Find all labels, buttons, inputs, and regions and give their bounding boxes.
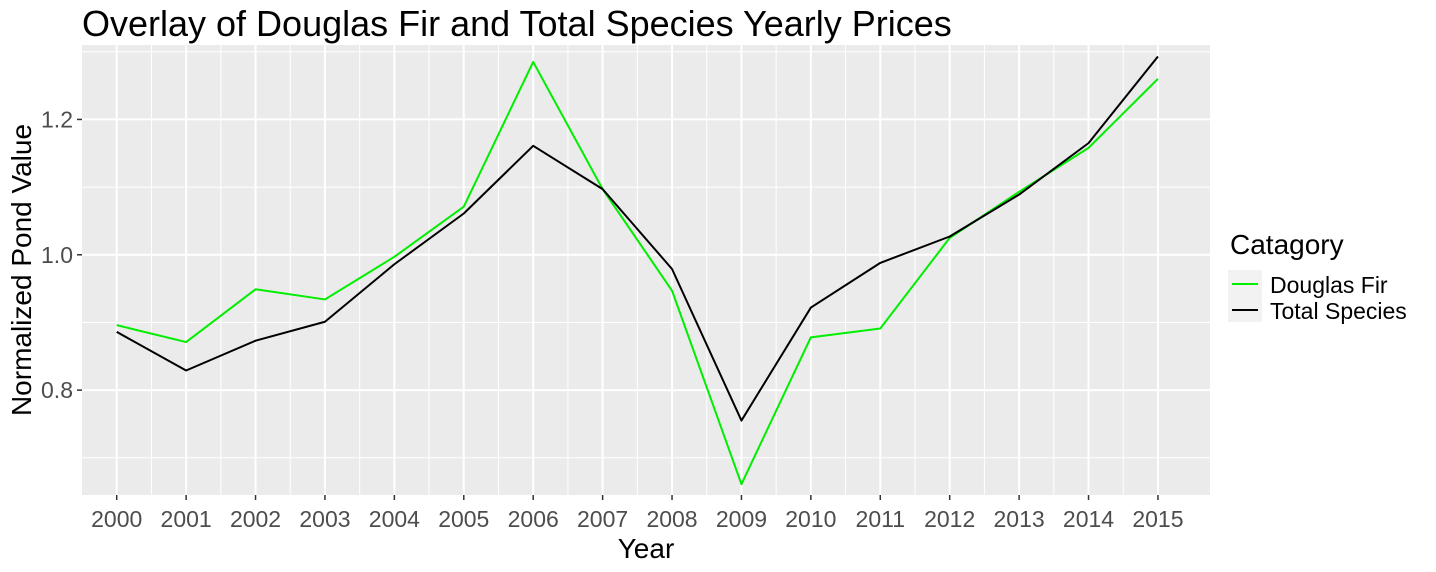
chart-title: Overlay of Douglas Fir and Total Species…: [82, 3, 952, 44]
legend-label-douglas-fir: Douglas Fir: [1270, 272, 1388, 298]
x-axis-title: Year: [618, 533, 675, 564]
x-tick-label: 2002: [230, 506, 281, 532]
x-axis: 2000 2001 2002 2003 2004 2005 2006 2007 2008 2009…: [91, 495, 1184, 532]
x-tick-label: 2014: [1063, 506, 1114, 532]
y-tick-label: 0.8: [41, 377, 73, 403]
x-tick-label: 2009: [716, 506, 767, 532]
y-axis: 0.8 1.0 1.2: [41, 106, 82, 403]
plot-panel: [82, 45, 1210, 495]
legend-title: Catagory: [1230, 229, 1344, 260]
x-tick-label: 2003: [299, 506, 350, 532]
x-tick-label: 2013: [994, 506, 1045, 532]
y-tick-label: 1.0: [41, 242, 73, 268]
y-axis-title: Normalized Pond Value: [6, 124, 37, 416]
x-tick-label: 2011: [856, 506, 905, 532]
x-tick-label: 2004: [369, 506, 420, 532]
x-tick-label: 2015: [1132, 506, 1183, 532]
y-tick-label: 1.2: [41, 106, 73, 132]
x-tick-label: 2008: [646, 506, 697, 532]
x-tick-label: 2006: [508, 506, 559, 532]
series-line-total-species: [116, 55, 1159, 422]
x-tick-label: 2001: [161, 506, 212, 532]
x-tick-label: 2010: [785, 506, 836, 532]
x-tick-label: 2007: [577, 506, 628, 532]
x-tick-label: 2012: [924, 506, 975, 532]
x-tick-label: 2000: [91, 506, 142, 532]
x-tick-label: 2005: [438, 506, 489, 532]
legend-label-total-species: Total Species: [1270, 298, 1407, 324]
series-lines: [116, 55, 1159, 486]
